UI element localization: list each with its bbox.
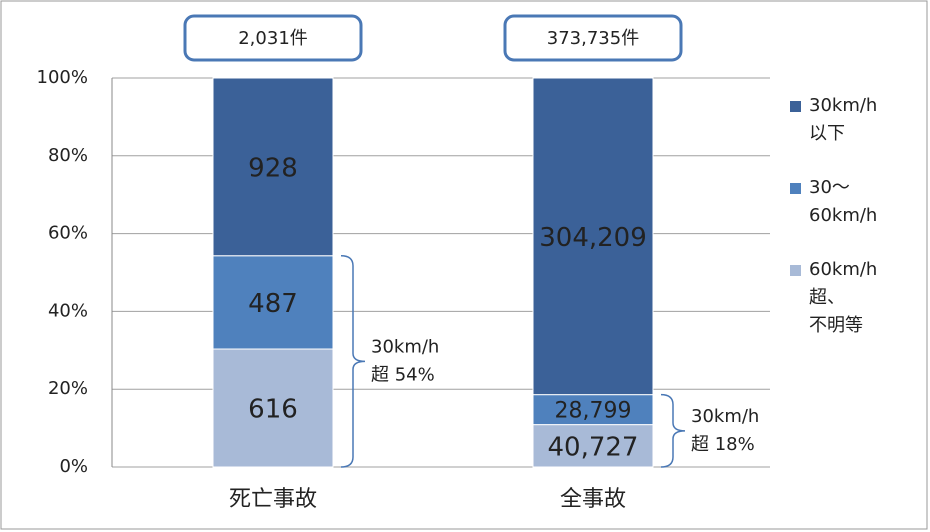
legend-swatch bbox=[790, 101, 801, 112]
data-label: 616 bbox=[248, 395, 298, 425]
bar-segment bbox=[212, 77, 334, 257]
y-tick-label: 60% bbox=[48, 223, 88, 244]
bar-segment bbox=[532, 394, 654, 426]
y-tick-label: 80% bbox=[48, 145, 88, 166]
y-tick-label: 0% bbox=[59, 456, 88, 477]
legend-swatch bbox=[790, 265, 801, 276]
data-label: 928 bbox=[248, 153, 298, 183]
data-label: 304,209 bbox=[539, 223, 647, 253]
total-box bbox=[183, 14, 363, 62]
y-tick-label: 40% bbox=[48, 300, 88, 321]
data-label: 487 bbox=[248, 289, 298, 319]
annotation: 超 54% bbox=[371, 364, 435, 385]
legend-item: 60km/h 超、 不明等 bbox=[790, 256, 920, 340]
annotation: 超 18% bbox=[691, 434, 755, 455]
brace bbox=[660, 393, 686, 468]
data-label: 28,799 bbox=[555, 399, 632, 424]
data-label: 40,727 bbox=[548, 432, 639, 462]
legend-label: 30～ 60km/h bbox=[809, 177, 878, 226]
bar-segment bbox=[212, 348, 334, 468]
annotation: 30km/h bbox=[691, 406, 759, 427]
total-label: 373,735件 bbox=[547, 28, 639, 49]
x-tick-label: 死亡事故 bbox=[229, 487, 317, 512]
y-tick-label: 100% bbox=[37, 67, 88, 88]
bar-segment bbox=[212, 255, 334, 350]
legend: 30km/h 以下 30～ 60km/h 60km/h 超、 不明等 bbox=[790, 92, 920, 366]
x-tick-label: 全事故 bbox=[560, 487, 626, 512]
legend-label: 60km/h 超、 不明等 bbox=[809, 259, 878, 336]
brace bbox=[340, 254, 366, 468]
legend-swatch bbox=[790, 183, 801, 194]
total-label: 2,031件 bbox=[238, 28, 308, 49]
bar-segment bbox=[532, 77, 654, 396]
legend-item: 30～ 60km/h bbox=[790, 174, 920, 230]
legend-label: 30km/h 以下 bbox=[809, 95, 878, 144]
annotation: 30km/h bbox=[371, 336, 439, 357]
legend-item: 30km/h 以下 bbox=[790, 92, 920, 148]
total-box bbox=[503, 14, 683, 62]
y-tick-label: 20% bbox=[48, 378, 88, 399]
